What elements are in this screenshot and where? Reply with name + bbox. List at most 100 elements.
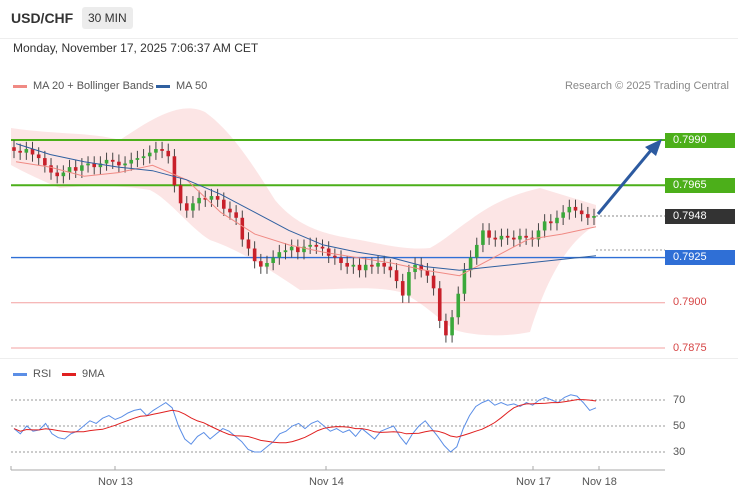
candle-body xyxy=(289,246,294,251)
candle-body xyxy=(345,262,349,267)
candle-body xyxy=(98,163,103,168)
level-tag-4: 0.7900 xyxy=(673,296,707,308)
candle-body xyxy=(18,150,22,153)
rsi-tick-50: 50 xyxy=(673,420,686,432)
level-tag-1: 0.7965 xyxy=(665,178,735,193)
candle-body xyxy=(43,158,47,166)
candle-body xyxy=(579,210,584,215)
candle-body xyxy=(55,172,59,177)
legend-ma20: MA 20 + Bollinger Bands xyxy=(13,80,154,92)
candle-body xyxy=(160,149,164,151)
candle-body xyxy=(73,167,78,171)
timestamp: Monday, November 17, 2025 7:06:37 AM CET xyxy=(13,41,259,55)
candle-body xyxy=(110,159,115,162)
candle-body xyxy=(549,221,553,224)
panel-separator xyxy=(0,358,738,359)
candle-body xyxy=(30,149,35,155)
candle-body xyxy=(240,217,245,240)
candle-body xyxy=(339,257,343,263)
candle-body xyxy=(376,262,380,267)
candle-body xyxy=(320,246,325,249)
candle-body xyxy=(86,163,90,166)
candle-body xyxy=(246,239,251,249)
candle-body xyxy=(191,203,195,211)
ma20-swatch xyxy=(13,84,27,88)
candle-body xyxy=(542,221,547,231)
candle-body xyxy=(450,317,454,336)
candle-body xyxy=(12,147,16,151)
candle-body xyxy=(462,270,467,294)
candle-body xyxy=(234,212,238,218)
candle-body xyxy=(456,293,461,318)
candle-body xyxy=(117,161,121,166)
candle-body xyxy=(215,196,220,200)
candle-body xyxy=(419,264,424,271)
candle-body xyxy=(407,272,411,296)
rsi-ma9-line xyxy=(13,399,597,444)
candle-body xyxy=(382,262,387,267)
candle-body xyxy=(271,257,275,263)
header-bar: USD/CHF 30 MIN xyxy=(0,0,738,39)
candle-body xyxy=(296,246,300,253)
candle-body xyxy=(499,235,504,240)
legend-ma9-label: 9MA xyxy=(82,368,105,380)
x-tick-nov17: Nov 17 xyxy=(516,476,551,488)
candle-body xyxy=(474,244,479,258)
candle-body xyxy=(61,172,66,177)
candle-body xyxy=(518,235,522,240)
candle-body xyxy=(252,248,257,262)
candle-body xyxy=(147,152,152,157)
legend-ma50-label: MA 50 xyxy=(176,80,208,92)
candle-body xyxy=(172,156,177,186)
candle-body xyxy=(166,150,171,157)
candle-body xyxy=(277,252,282,258)
candle-body xyxy=(536,230,541,240)
ma9-swatch xyxy=(62,372,76,376)
ma20-line xyxy=(15,161,597,277)
candle-body xyxy=(283,250,288,253)
candle-body xyxy=(388,266,393,271)
candle-body xyxy=(135,158,140,160)
level-tag-3: 0.7925 xyxy=(665,250,735,265)
timeframe-badge[interactable]: 30 MIN xyxy=(82,7,133,29)
candle-body xyxy=(265,262,269,267)
candle-body xyxy=(511,237,516,240)
candle-body xyxy=(567,206,572,213)
rsi-tick-30: 30 xyxy=(673,446,686,458)
bollinger-band xyxy=(11,108,596,336)
candle-body xyxy=(573,206,578,211)
candle-body xyxy=(592,215,596,218)
legend-rsi: RSI xyxy=(13,368,51,380)
candle-body xyxy=(184,203,189,211)
candle-body xyxy=(308,244,312,247)
candle-body xyxy=(493,237,498,240)
candle-body xyxy=(394,270,399,282)
x-tick-nov14: Nov 14 xyxy=(309,476,344,488)
candle-body xyxy=(209,196,214,200)
level-tag-0: 0.7990 xyxy=(665,133,735,148)
candle-body xyxy=(481,230,485,245)
candle-body xyxy=(586,214,590,218)
candle-body xyxy=(221,199,226,209)
candle-body xyxy=(524,235,528,238)
candle-body xyxy=(437,288,442,321)
candle-body xyxy=(314,244,319,247)
rsi-tick-70: 70 xyxy=(673,394,686,406)
rsi-line xyxy=(13,394,597,453)
candle-body xyxy=(333,255,337,258)
candle-body xyxy=(92,163,97,168)
candle-body xyxy=(123,163,127,166)
candle-body xyxy=(351,264,356,267)
candle-body xyxy=(487,230,491,238)
ma50-swatch xyxy=(156,84,170,88)
research-credit: Research © 2025 Trading Central xyxy=(564,80,729,92)
candle-body xyxy=(197,197,201,204)
candle-body xyxy=(357,264,362,271)
candle-body xyxy=(129,159,134,164)
candle-body xyxy=(425,270,430,276)
candle-body xyxy=(431,275,436,289)
forecast-arrow-head xyxy=(645,139,662,156)
candle-body xyxy=(36,154,41,159)
candle-body xyxy=(363,264,368,271)
